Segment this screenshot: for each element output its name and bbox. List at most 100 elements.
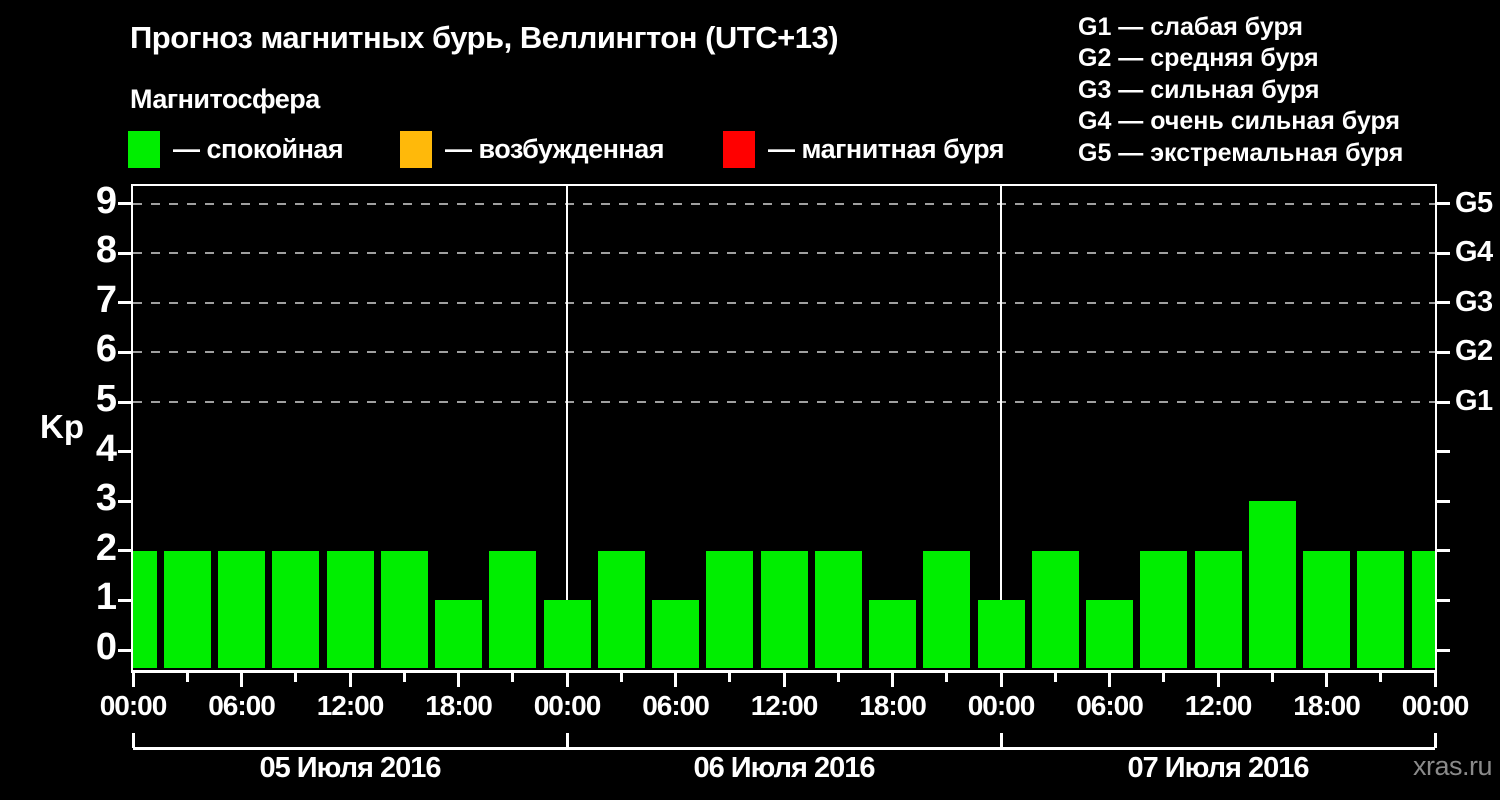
date-bracket-tick	[565, 733, 569, 748]
y-tick-label: 1	[95, 576, 117, 619]
right-axis-tick	[1437, 400, 1450, 404]
x-tick-label: 18:00	[859, 690, 927, 721]
legend-item-quiet: — спокойная	[128, 130, 344, 168]
kp-bar	[218, 550, 265, 668]
kp-bar	[1248, 501, 1296, 668]
kp-bar	[543, 600, 591, 668]
kp-bar	[977, 600, 1025, 668]
x-axis-tick	[1216, 673, 1220, 687]
y-tick-label: 7	[95, 278, 117, 321]
x-axis-tick	[294, 673, 298, 682]
legend-item-excited: — возбужденная	[400, 130, 664, 168]
plot-area	[131, 184, 1437, 673]
x-axis-tick	[511, 673, 515, 682]
right-axis-tick	[1437, 450, 1450, 454]
storm-scale-line-5: G5 — экстремальная буря	[1078, 138, 1404, 167]
storm-scale-line-4: G4 — очень сильная буря	[1078, 107, 1400, 136]
date-label: 05 Июля 2016	[259, 752, 441, 784]
kp-bar	[1086, 600, 1133, 668]
x-tick-label: 06:00	[1076, 690, 1144, 721]
x-tick-label: 18:00	[425, 690, 493, 721]
x-axis-tick	[1162, 673, 1166, 682]
kp-bar	[652, 600, 699, 668]
kp-bar	[163, 550, 211, 668]
right-axis-tick	[1437, 499, 1450, 503]
storm-scale-legend: G1 — слабая буря G2 — средняя буря G3 — си…	[1078, 12, 1403, 169]
y-axis-tick	[118, 549, 131, 553]
x-axis-tick	[457, 673, 460, 687]
date-label: 06 Июля 2016	[693, 752, 875, 784]
kp-bar	[923, 550, 971, 668]
y-tick-label: 5	[95, 378, 117, 420]
x-axis-tick	[348, 673, 352, 687]
x-axis-tick	[945, 673, 949, 682]
legend-label-storm: — магнитная буря	[768, 133, 1004, 164]
kp-bar	[1411, 550, 1435, 668]
g-scale-label-G2: G2	[1455, 335, 1493, 368]
kp-bar	[326, 550, 374, 668]
storm-scale-line-3: G3 — сильная буря	[1078, 75, 1320, 104]
date-bracket-tick	[131, 733, 135, 748]
x-axis-tick	[1053, 673, 1057, 682]
right-axis-tick	[1437, 251, 1450, 255]
y-axis-tick	[118, 499, 131, 503]
watermark: xras.ru	[1412, 751, 1493, 781]
y-axis-tick	[118, 598, 131, 602]
kp-bar	[760, 550, 808, 668]
gridline-kp9	[133, 202, 1435, 205]
kp-bar	[272, 550, 320, 668]
right-axis-tick	[1437, 549, 1450, 553]
kp-bar	[1303, 550, 1350, 668]
x-axis-tick	[402, 673, 406, 682]
right-axis-tick	[1437, 350, 1450, 354]
quiet-color-swatch	[128, 130, 160, 168]
x-axis-tick	[728, 673, 732, 682]
y-tick-label: 8	[95, 229, 117, 272]
kp-bar	[435, 600, 482, 668]
x-tick-label: 00:00	[1401, 690, 1470, 721]
x-axis-tick	[1325, 673, 1328, 687]
x-axis-tick	[240, 673, 243, 687]
y-tick-label: 3	[95, 477, 117, 520]
x-tick-label: 00:00	[99, 690, 168, 721]
kp-bar	[1194, 550, 1242, 668]
y-tick-label: 9	[95, 179, 117, 222]
x-axis-tick	[1270, 673, 1274, 682]
day-separator	[1000, 186, 1002, 668]
x-tick-label: 12:00	[750, 690, 819, 721]
y-axis-tick	[118, 350, 131, 354]
y-tick-label: 4	[95, 427, 117, 470]
y-tick-label: 0	[95, 626, 117, 668]
storm-color-swatch	[723, 130, 755, 168]
y-axis-tick	[118, 648, 131, 652]
legend-item-storm: — магнитная буря	[723, 130, 1004, 168]
x-tick-label: 12:00	[316, 690, 385, 721]
x-axis-tick	[836, 673, 840, 682]
date-bracket-tick	[999, 733, 1003, 748]
magnetosphere-legend-title: Магнитосфера	[130, 84, 320, 114]
kp-bar	[133, 550, 157, 668]
kp-bar	[1140, 550, 1188, 668]
x-axis-tick	[1433, 673, 1437, 687]
gridline-kp8	[133, 252, 1435, 255]
right-axis-tick	[1437, 598, 1450, 602]
x-tick-label: 00:00	[533, 690, 602, 721]
x-axis-tick	[619, 673, 623, 682]
y-axis-title: Kp	[40, 408, 84, 445]
kp-bar	[869, 600, 916, 668]
x-axis-tick	[999, 673, 1003, 687]
y-tick-label: 2	[95, 526, 117, 569]
gridline-kp7	[133, 301, 1435, 304]
x-tick-label: 12:00	[1184, 690, 1253, 721]
date-bracket-line	[133, 747, 1435, 750]
kp-bar	[1031, 550, 1079, 668]
y-axis-tick	[118, 202, 131, 206]
x-axis-tick	[565, 673, 569, 687]
legend-label-excited: — возбужденная	[445, 133, 664, 164]
storm-scale-line-2: G2 — средняя буря	[1078, 44, 1319, 73]
day-separator	[566, 186, 568, 668]
kp-bar	[380, 550, 428, 668]
y-axis-tick	[118, 251, 131, 255]
gridline-kp6	[133, 351, 1435, 354]
